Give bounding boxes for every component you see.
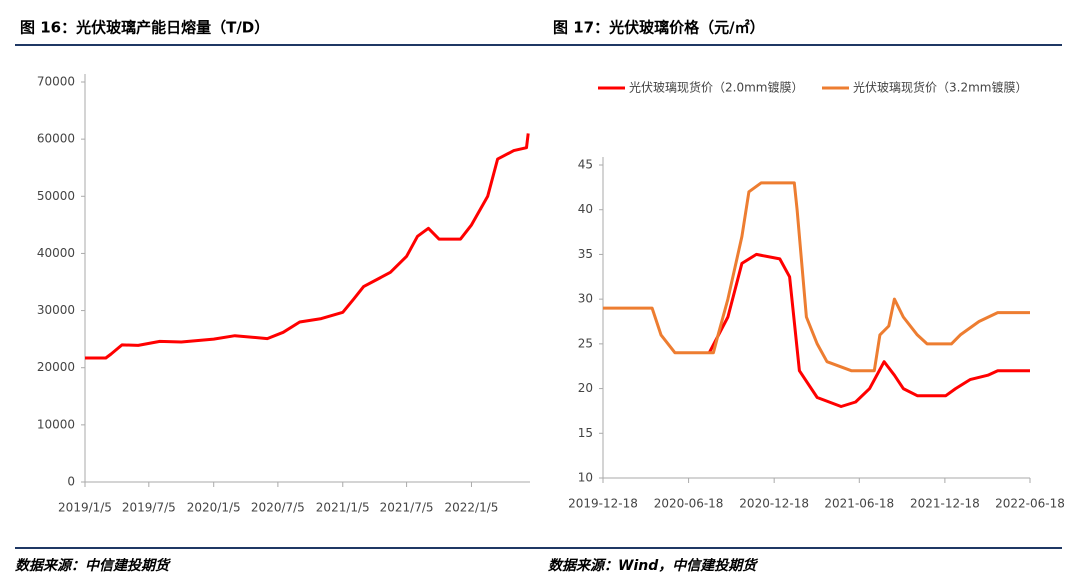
y-tick-label: 10000 xyxy=(37,417,75,431)
y-tick-label: 70000 xyxy=(37,75,75,89)
series-line xyxy=(603,181,1030,373)
series-line xyxy=(85,133,530,360)
y-tick-label: 25 xyxy=(578,336,593,350)
source: 数据来源：中信建投期货 xyxy=(15,557,171,574)
y-tick-label: 0 xyxy=(67,475,75,489)
y-tick-label: 40 xyxy=(578,202,593,216)
y-tick-label: 45 xyxy=(578,158,593,172)
y-tick-label: 20000 xyxy=(37,360,75,374)
x-tick-label: 2019/7/5 xyxy=(122,501,176,515)
y-tick-label: 40000 xyxy=(37,246,75,260)
x-tick-label: 2019-12-18 xyxy=(568,497,638,511)
y-tick-label: 35 xyxy=(578,247,593,261)
source: 数据来源：Wind，中信建投期货 xyxy=(548,557,758,574)
x-tick-label: 2020-06-18 xyxy=(654,497,724,511)
y-tick-label: 50000 xyxy=(37,189,75,203)
y-tick-label: 30000 xyxy=(37,303,75,317)
x-tick-label: 2020-12-18 xyxy=(739,497,809,511)
x-tick-label: 2020/1/5 xyxy=(187,501,241,515)
chart-title: 图 17：光伏玻璃价格（元/㎡） xyxy=(553,19,765,37)
y-tick-label: 10 xyxy=(578,471,593,485)
x-tick-label: 2021/1/5 xyxy=(316,501,370,515)
x-tick-label: 2022/1/5 xyxy=(445,501,499,515)
x-tick-label: 2020/7/5 xyxy=(251,501,305,515)
chart-title: 图 16：光伏玻璃产能日熔量（T/D） xyxy=(20,19,269,37)
x-tick-label: 2022-06-18 xyxy=(995,497,1065,511)
series-line xyxy=(707,252,1030,408)
x-tick-label: 2019/1/5 xyxy=(58,501,112,515)
y-tick-label: 30 xyxy=(578,292,593,306)
x-tick-label: 2021/7/5 xyxy=(380,501,434,515)
y-tick-label: 20 xyxy=(578,381,593,395)
legend-label: 光伏玻璃现货价（2.0mm镀膜） xyxy=(629,80,803,95)
x-tick-label: 2021-12-18 xyxy=(910,497,980,511)
legend-label: 光伏玻璃现货价（3.2mm镀膜） xyxy=(853,80,1027,95)
y-tick-label: 15 xyxy=(578,426,593,440)
y-tick-label: 60000 xyxy=(37,132,75,146)
x-tick-label: 2021-06-18 xyxy=(824,497,894,511)
